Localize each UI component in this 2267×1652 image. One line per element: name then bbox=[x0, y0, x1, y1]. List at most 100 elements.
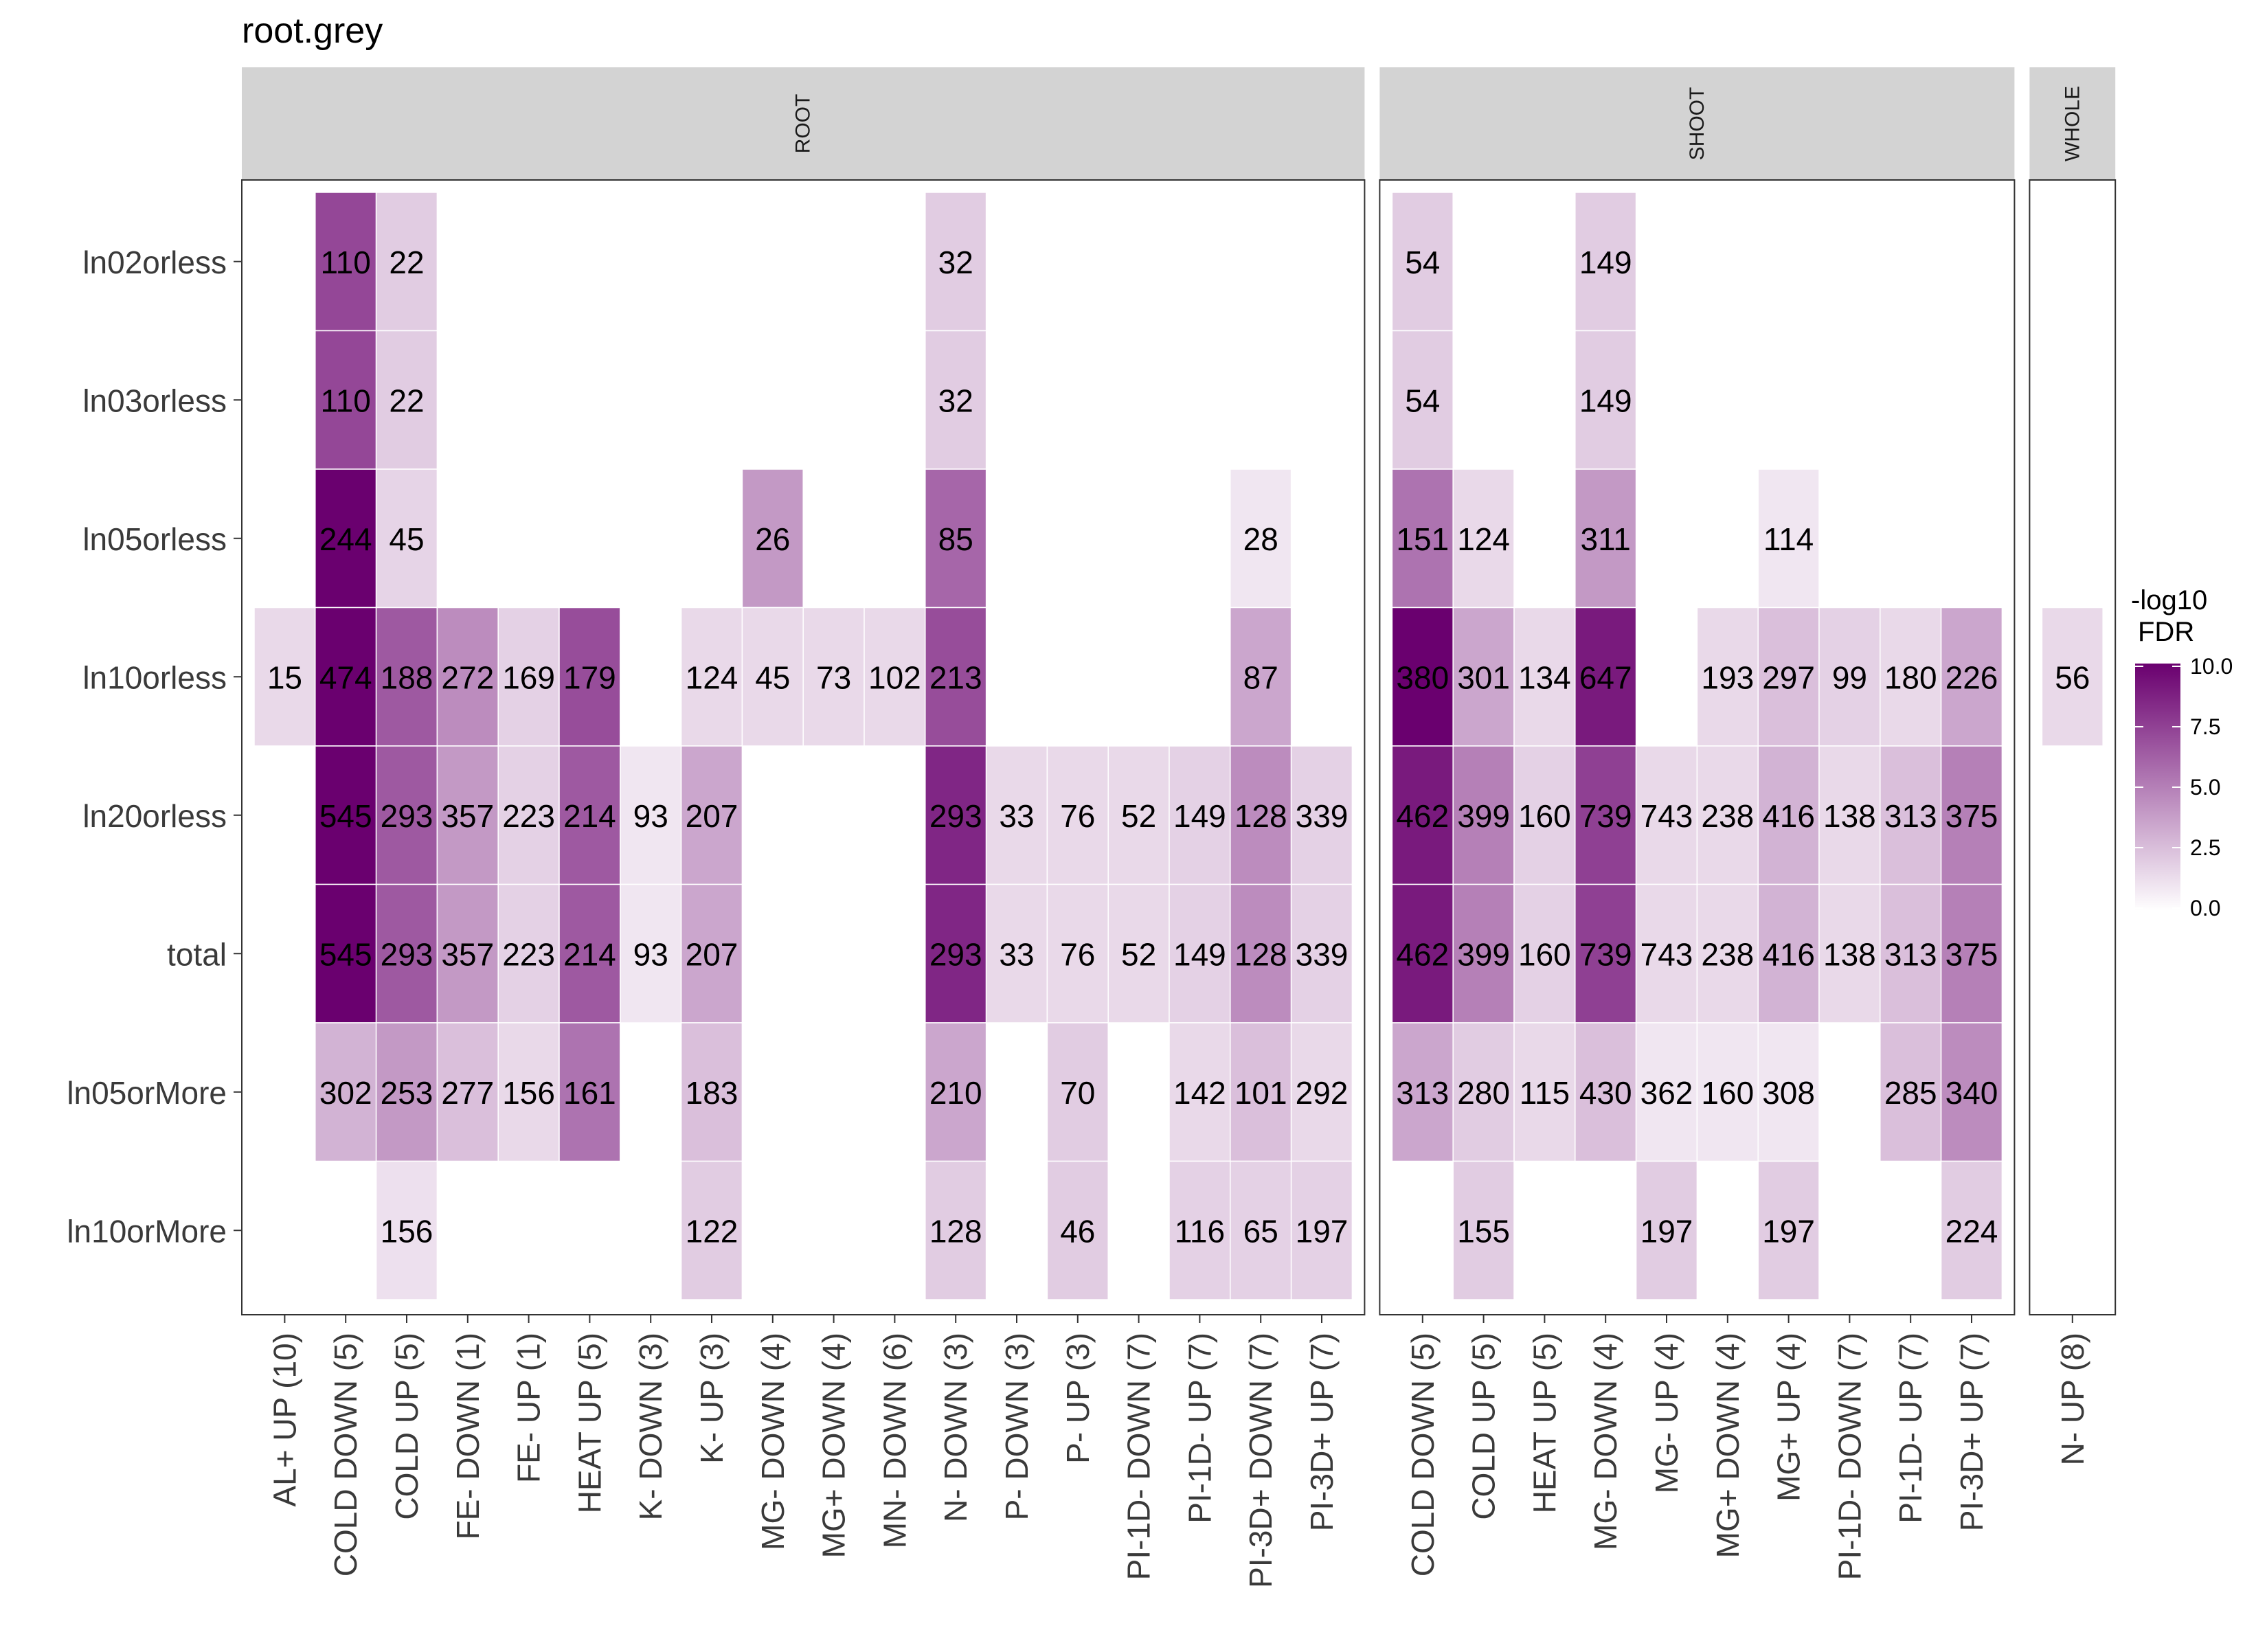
tile-value: 308 bbox=[1762, 1075, 1815, 1111]
tile-shoot bbox=[1391, 1022, 1454, 1162]
tile-root bbox=[315, 607, 377, 747]
strip-root bbox=[242, 67, 1365, 180]
tile-value: 128 bbox=[1234, 798, 1287, 834]
tile-root bbox=[375, 883, 438, 1023]
tile-shoot bbox=[1635, 745, 1698, 885]
tile-value: 161 bbox=[563, 1075, 616, 1111]
tile-value: 76 bbox=[1060, 798, 1095, 834]
column-label-shoot: PI-3D+ UP (7) bbox=[1954, 1333, 1989, 1531]
tile-value: 99 bbox=[1832, 659, 1867, 695]
tile-value: 110 bbox=[321, 383, 371, 418]
tile-value: 149 bbox=[1173, 798, 1226, 834]
tile-root bbox=[925, 330, 987, 470]
tile-value: 280 bbox=[1457, 1075, 1510, 1111]
tile-value: 311 bbox=[1581, 521, 1631, 557]
tile-root bbox=[559, 745, 621, 885]
tile-value: 647 bbox=[1579, 659, 1632, 695]
tile-value: 124 bbox=[1457, 521, 1510, 557]
tile-root bbox=[1230, 1160, 1292, 1300]
tile-root bbox=[620, 883, 682, 1023]
tile-value: 416 bbox=[1762, 936, 1815, 972]
tile-value: 52 bbox=[1121, 798, 1156, 834]
tile-value: 339 bbox=[1296, 798, 1349, 834]
tile-value: 93 bbox=[633, 798, 668, 834]
tile-root bbox=[559, 1022, 621, 1162]
tile-value: 214 bbox=[563, 798, 616, 834]
strip-whole bbox=[2029, 67, 2116, 180]
tile-root bbox=[1230, 468, 1292, 609]
tile-value: 743 bbox=[1640, 798, 1693, 834]
tile-shoot bbox=[1391, 607, 1454, 747]
tile-value: 285 bbox=[1884, 1075, 1937, 1111]
tile-root bbox=[1290, 1160, 1353, 1300]
tile-value: 52 bbox=[1121, 936, 1156, 972]
tile-value: 545 bbox=[319, 936, 372, 972]
tile-value: 151 bbox=[1396, 521, 1449, 557]
tile-root bbox=[375, 1022, 438, 1162]
tile-value: 293 bbox=[929, 936, 982, 972]
tile-shoot bbox=[1452, 1022, 1515, 1162]
tile-shoot bbox=[1940, 1160, 2003, 1300]
tile-root bbox=[985, 745, 1048, 885]
legend-tick-label: 10.0 bbox=[2190, 654, 2233, 679]
tile-value: 156 bbox=[381, 1213, 433, 1249]
tile-value: 399 bbox=[1457, 798, 1510, 834]
tile-value: 122 bbox=[686, 1213, 738, 1249]
tile-value: 193 bbox=[1701, 659, 1754, 695]
column-label-root: HEAT UP (5) bbox=[572, 1333, 607, 1513]
tile-value: 399 bbox=[1457, 936, 1510, 972]
tile-root bbox=[1107, 745, 1170, 885]
tile-value: 87 bbox=[1243, 659, 1278, 695]
tile-value: 272 bbox=[441, 659, 494, 695]
column-label-shoot: COLD UP (5) bbox=[1466, 1333, 1502, 1520]
tile-shoot bbox=[1880, 607, 1942, 747]
tile-value: 142 bbox=[1173, 1075, 1226, 1111]
tile-value: 149 bbox=[1579, 383, 1632, 418]
tile-root bbox=[680, 745, 743, 885]
tile-value: 293 bbox=[381, 798, 433, 834]
row-label: ln02orless bbox=[82, 245, 227, 280]
tile-value: 375 bbox=[1945, 798, 1998, 834]
tile-value: 380 bbox=[1396, 659, 1449, 695]
tile-value: 149 bbox=[1579, 245, 1632, 280]
tile-root bbox=[680, 1022, 743, 1162]
tile-shoot bbox=[1696, 883, 1759, 1023]
tile-value: 313 bbox=[1884, 936, 1937, 972]
column-label-root: MN- DOWN (6) bbox=[877, 1333, 912, 1548]
tile-value: 183 bbox=[686, 1075, 738, 1111]
tile-root bbox=[985, 883, 1048, 1023]
tile-value: 26 bbox=[755, 521, 790, 557]
tile-value: 138 bbox=[1823, 936, 1876, 972]
tile-root bbox=[375, 330, 438, 470]
tile-shoot bbox=[1575, 468, 1637, 609]
tile-root bbox=[925, 1160, 987, 1300]
tile-value: 28 bbox=[1243, 521, 1278, 557]
tile-root bbox=[497, 1022, 560, 1162]
tile-shoot bbox=[1940, 1022, 2003, 1162]
row-label: ln10orless bbox=[82, 659, 227, 695]
tile-value: 357 bbox=[441, 798, 494, 834]
tile-root bbox=[1230, 883, 1292, 1023]
tile-root bbox=[864, 607, 926, 747]
tile-value: 302 bbox=[319, 1075, 372, 1111]
tile-value: 297 bbox=[1762, 659, 1815, 695]
tile-value: 114 bbox=[1763, 521, 1814, 557]
tile-value: 416 bbox=[1762, 798, 1815, 834]
column-label-shoot: PI-1D- UP (7) bbox=[1893, 1333, 1928, 1524]
tile-value: 22 bbox=[389, 383, 424, 418]
tile-root bbox=[375, 607, 438, 747]
tile-root bbox=[1169, 883, 1231, 1023]
tile-root bbox=[315, 192, 377, 332]
tile-value: 293 bbox=[929, 798, 982, 834]
tile-root bbox=[1046, 1022, 1109, 1162]
tile-value: 743 bbox=[1640, 936, 1693, 972]
tile-value: 238 bbox=[1701, 936, 1754, 972]
tile-value: 545 bbox=[319, 798, 372, 834]
strip-label-shoot: SHOOT bbox=[1686, 87, 1708, 161]
tile-root bbox=[559, 607, 621, 747]
tile-value: 313 bbox=[1884, 798, 1937, 834]
tile-shoot bbox=[1940, 745, 2003, 885]
tile-value: 313 bbox=[1396, 1075, 1449, 1111]
tile-value: 462 bbox=[1396, 936, 1449, 972]
